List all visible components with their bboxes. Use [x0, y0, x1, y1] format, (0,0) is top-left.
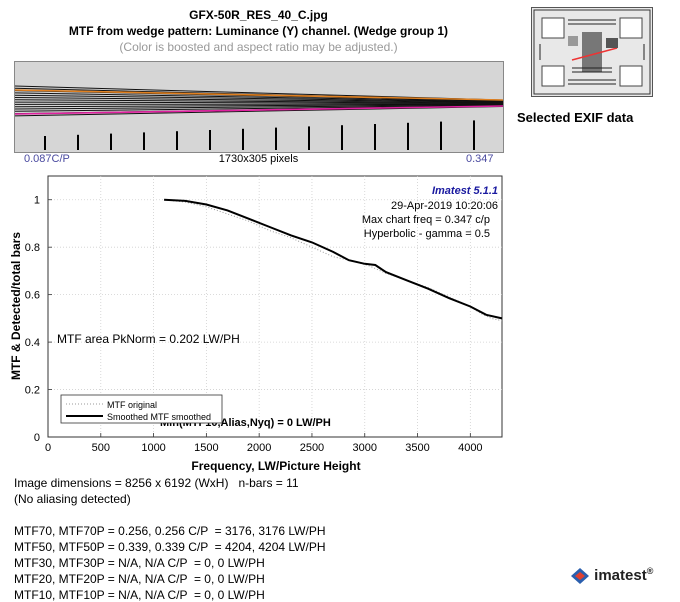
y-tick-label: 0.4 [25, 337, 40, 349]
mtf30-text: MTF30, MTF30P = N/A, N/A C/P = 0, 0 LW/P… [14, 556, 265, 570]
imatest-logo-icon [570, 567, 590, 585]
x-tick-label: 2000 [247, 442, 271, 454]
y-tick-label: 0.2 [25, 385, 40, 397]
x-tick-label: 4000 [458, 442, 482, 454]
strip-right-label: 0.347 [466, 153, 494, 165]
y-tick-label: 0.8 [25, 242, 40, 254]
y-tick-label: 0 [34, 432, 40, 444]
x-tick-label: 0 [45, 442, 51, 454]
page-title: MTF from wedge pattern: Luminance (Y) ch… [0, 24, 517, 38]
logo-text: imatest [594, 567, 647, 584]
x-tick-label: 500 [92, 442, 110, 454]
y-tick-label: 1 [34, 195, 40, 207]
mtf50-text: MTF50, MTF50P = 0.339, 0.339 C/P = 4204,… [14, 540, 326, 554]
image-dimensions-text: Image dimensions = 8256 x 6192 (WxH) n-b… [14, 476, 299, 490]
x-tick-label: 3500 [405, 442, 429, 454]
legend: MTF original Smoothed MTF smoothed [61, 395, 222, 423]
x-axis-label: Frequency, LW/Picture Height [191, 459, 360, 473]
imatest-version: Imatest 5.1.1 [432, 185, 498, 197]
legend-label-original: MTF original [107, 400, 157, 410]
y-axis-label: MTF & Detected/total bars [9, 232, 23, 380]
wedge-pattern-graphic [15, 62, 503, 152]
x-tick-label: 3000 [353, 442, 377, 454]
legend-label-smoothed: Smoothed MTF smoothed [107, 412, 211, 422]
mtf70-text: MTF70, MTF70P = 0.256, 0.256 C/P = 3176,… [14, 524, 326, 538]
mtf-chart: 0 500 1000 1500 2000 2500 3000 3500 4000 0 0.2 0.4… [0, 168, 517, 478]
color-note: (Color is boosted and aspect ratio may b… [0, 40, 517, 54]
y-tick-label: 0.6 [25, 290, 40, 302]
file-title: GFX-50R_RES_40_C.jpg [0, 8, 517, 22]
imatest-logo: imatest® [570, 566, 653, 585]
strip-size-label: 1730x305 pixels [0, 153, 517, 165]
mtf20-text: MTF20, MTF20P = N/A, N/A C/P = 0, 0 LW/P… [14, 572, 265, 586]
x-tick-label: 2500 [300, 442, 324, 454]
max-freq-text: Max chart freq = 0.347 c/p [362, 214, 490, 226]
wedge-strip-image [14, 61, 504, 153]
exif-heading: Selected EXIF data [517, 110, 633, 125]
hyperbolic-text: Hyperbolic - gamma = 0.5 [364, 228, 490, 240]
x-tick-label: 1500 [194, 442, 218, 454]
aliasing-text: (No aliasing detected) [14, 492, 131, 506]
x-tick-label: 1000 [141, 442, 165, 454]
mtf-area-text: MTF area PkNorm = 0.202 LW/PH [57, 332, 240, 346]
chart-thumbnail [531, 7, 653, 97]
timestamp-text: 29-Apr-2019 10:20:06 [391, 200, 498, 212]
logo-registered-mark: ® [647, 566, 654, 576]
test-chart-thumbnail-graphic [532, 8, 652, 96]
